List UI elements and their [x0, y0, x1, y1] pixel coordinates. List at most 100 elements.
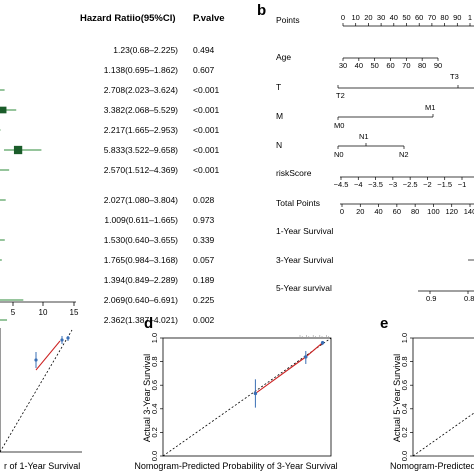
- forest-hr-text: 2.069(0.640–6.691): [104, 295, 178, 305]
- nomo-tick-label: 70: [428, 13, 436, 22]
- nomo-tick-label: 20: [356, 207, 364, 216]
- forest-p-text: 0.028: [193, 195, 215, 205]
- forest-hr-text: 1.23(0.68–2.225): [113, 45, 178, 55]
- cal3-frame: [162, 337, 332, 457]
- nomo-tick-label: −4: [354, 180, 363, 189]
- nomo-tick-label: 40: [390, 13, 398, 22]
- forest-hr-text: 1.765(0.984–3.168): [104, 255, 178, 265]
- forest-p-text: 0.494: [193, 45, 215, 55]
- nomo-total-label: Total Points: [276, 198, 320, 208]
- cal5-ideal-line: [412, 412, 474, 457]
- nomo-tick-label: 80: [440, 13, 448, 22]
- forest-p-text: 0.225: [193, 295, 215, 305]
- panel-label-d: d: [144, 315, 153, 332]
- nomo-tick-label: 60: [415, 13, 423, 22]
- cal3-point: [253, 391, 258, 396]
- nomo-tick-label: 10: [352, 13, 360, 22]
- nomo-age-label: Age: [276, 52, 291, 62]
- forest-tick-label: 15: [70, 308, 79, 317]
- cal5-ytick-label: 0.4: [400, 404, 409, 414]
- nomo-tick-label: 140: [464, 207, 474, 216]
- cal1-curve: [35, 340, 61, 371]
- calibration-plot-3yr: 0.0 0.2 0.4 0.6 0.8 1.0 Actual 3-Year Surviva…: [134, 333, 337, 471]
- forest-tick-label: 10: [39, 308, 48, 317]
- nomo-tick-label: 120: [445, 207, 458, 216]
- forest-hr-text: 5.833(3.522–9.658): [104, 145, 178, 155]
- forest-tick-label: 5: [11, 308, 16, 317]
- forest-p-text: 0.607: [193, 65, 215, 75]
- nomo-risk-label: riskScore: [276, 168, 312, 178]
- nomo-tick-label: 80: [411, 207, 419, 216]
- nomo-m-tick-label: M0: [334, 121, 344, 130]
- panel-label-e: e: [380, 315, 388, 332]
- forest-hr-text: 1.138(0.695–1.862): [104, 65, 178, 75]
- cal5-ytick-label: 0.0: [400, 451, 409, 461]
- forest-p-text: <0.001: [193, 165, 220, 175]
- cal5-ytick-label: 1.0: [400, 333, 409, 343]
- forest-p-text: 0.057: [193, 255, 215, 265]
- forest-hr-text: 2.570(1.512–4.369): [104, 165, 178, 175]
- nomo-tick-label: 40: [355, 61, 363, 70]
- nomo-surv3-label: 3-Year Survival: [276, 255, 333, 265]
- nomo-tick-label: −2.5: [403, 180, 418, 189]
- nomo-tick-label: 20: [364, 13, 372, 22]
- nomo-surv5-label: 5-Year survival: [276, 283, 332, 293]
- cal1-point: [66, 336, 70, 340]
- nomo-t-tick-label: T2: [336, 91, 345, 100]
- cal1-point: [34, 358, 38, 362]
- cal3-ytick-label: 0.4: [150, 404, 159, 414]
- nomo-tick-label: 50: [402, 13, 410, 22]
- nomo-tick-label: 1: [468, 13, 472, 22]
- calibration-plot-1yr: r of 1-Year Survival: [0, 328, 82, 471]
- nomo-tick-label: 60: [393, 207, 401, 216]
- nomo-n-tick-label: N2: [399, 150, 409, 159]
- cal5-ytick-label: 0.2: [400, 427, 409, 437]
- forest-hr-text: 3.382(2.068–5.529): [104, 105, 178, 115]
- forest-hr-text: 1.009(0.611–1.665): [104, 215, 178, 225]
- nomo-n-label: N: [276, 140, 282, 150]
- nomo-surv1-label: 1-Year Survival: [276, 226, 333, 236]
- forest-plot: Hazard Ratiio(95%CI) P.valve 1.23(0.68–2…: [0, 13, 225, 325]
- nomo-tick-label: −3: [389, 180, 398, 189]
- forest-hr-text: 2.027(1.080–3.804): [104, 195, 178, 205]
- nomo-tick-label: 70: [402, 61, 410, 70]
- nomo-t3-label: T3: [450, 72, 459, 81]
- forest-p-text: <0.001: [193, 105, 220, 115]
- forest-p-text: 0.339: [193, 235, 215, 245]
- nomo-tick-label: 30: [377, 13, 385, 22]
- nomo-tick-label: −3.5: [368, 180, 383, 189]
- nomo-tick-label: 90: [434, 61, 442, 70]
- nomo-n-tick-label: N1: [359, 132, 369, 141]
- forest-p-text: <0.001: [193, 85, 220, 95]
- calibration-plot-5yr: 0.0 0.2 0.4 0.6 0.8 1.0 Actual 5-Year Surviva…: [390, 333, 474, 471]
- forest-p-text: 0.002: [193, 315, 215, 325]
- nomo-tick-label: 60: [386, 61, 394, 70]
- nomo-surv5-tick-label: 0.9: [426, 294, 436, 303]
- forest-point: [13, 145, 23, 155]
- nomo-tick-label: 80: [418, 61, 426, 70]
- nomo-tick-label: 0: [341, 13, 345, 22]
- cal3-ylabel: Actual 3-Year Survival: [142, 354, 152, 442]
- forest-p-text: 0.189: [193, 275, 215, 285]
- cal5-ytick-label: 0.6: [400, 380, 409, 390]
- cal5-ylabel: Actual 5-Year Survival: [392, 354, 402, 442]
- nomo-tick-label: −2: [423, 180, 432, 189]
- cal5-ytick-label: 0.8: [400, 356, 409, 366]
- cal3-ytick-label: 0.2: [150, 427, 159, 437]
- cal3-ytick-label: 0.8: [150, 356, 159, 366]
- nomo-tick-label: 0: [340, 207, 344, 216]
- cal1-xlabel: r of 1-Year Survival: [4, 461, 80, 471]
- nomo-tick-label: −1.5: [437, 180, 452, 189]
- nomo-tick-label: 30: [339, 61, 347, 70]
- nomo-n-tick-label: N0: [334, 150, 344, 159]
- nomo-tick-label: −4.5: [334, 180, 349, 189]
- forest-hr-text: 2.217(1.665–2.953): [104, 125, 178, 135]
- panel-label-b: b: [257, 2, 266, 19]
- cal3-xlabel: Nomogram-Predicted Probability of 3-Year…: [134, 461, 337, 471]
- cal5-xlabel: Nomogram-Predicted: [390, 461, 474, 471]
- cal3-point: [320, 341, 325, 345]
- forest-hr-text: 2.362(1.387–4.021): [104, 315, 178, 325]
- nomo-t-label: T: [276, 82, 281, 92]
- forest-hr-text: 2.708(2.023–3.624): [104, 85, 178, 95]
